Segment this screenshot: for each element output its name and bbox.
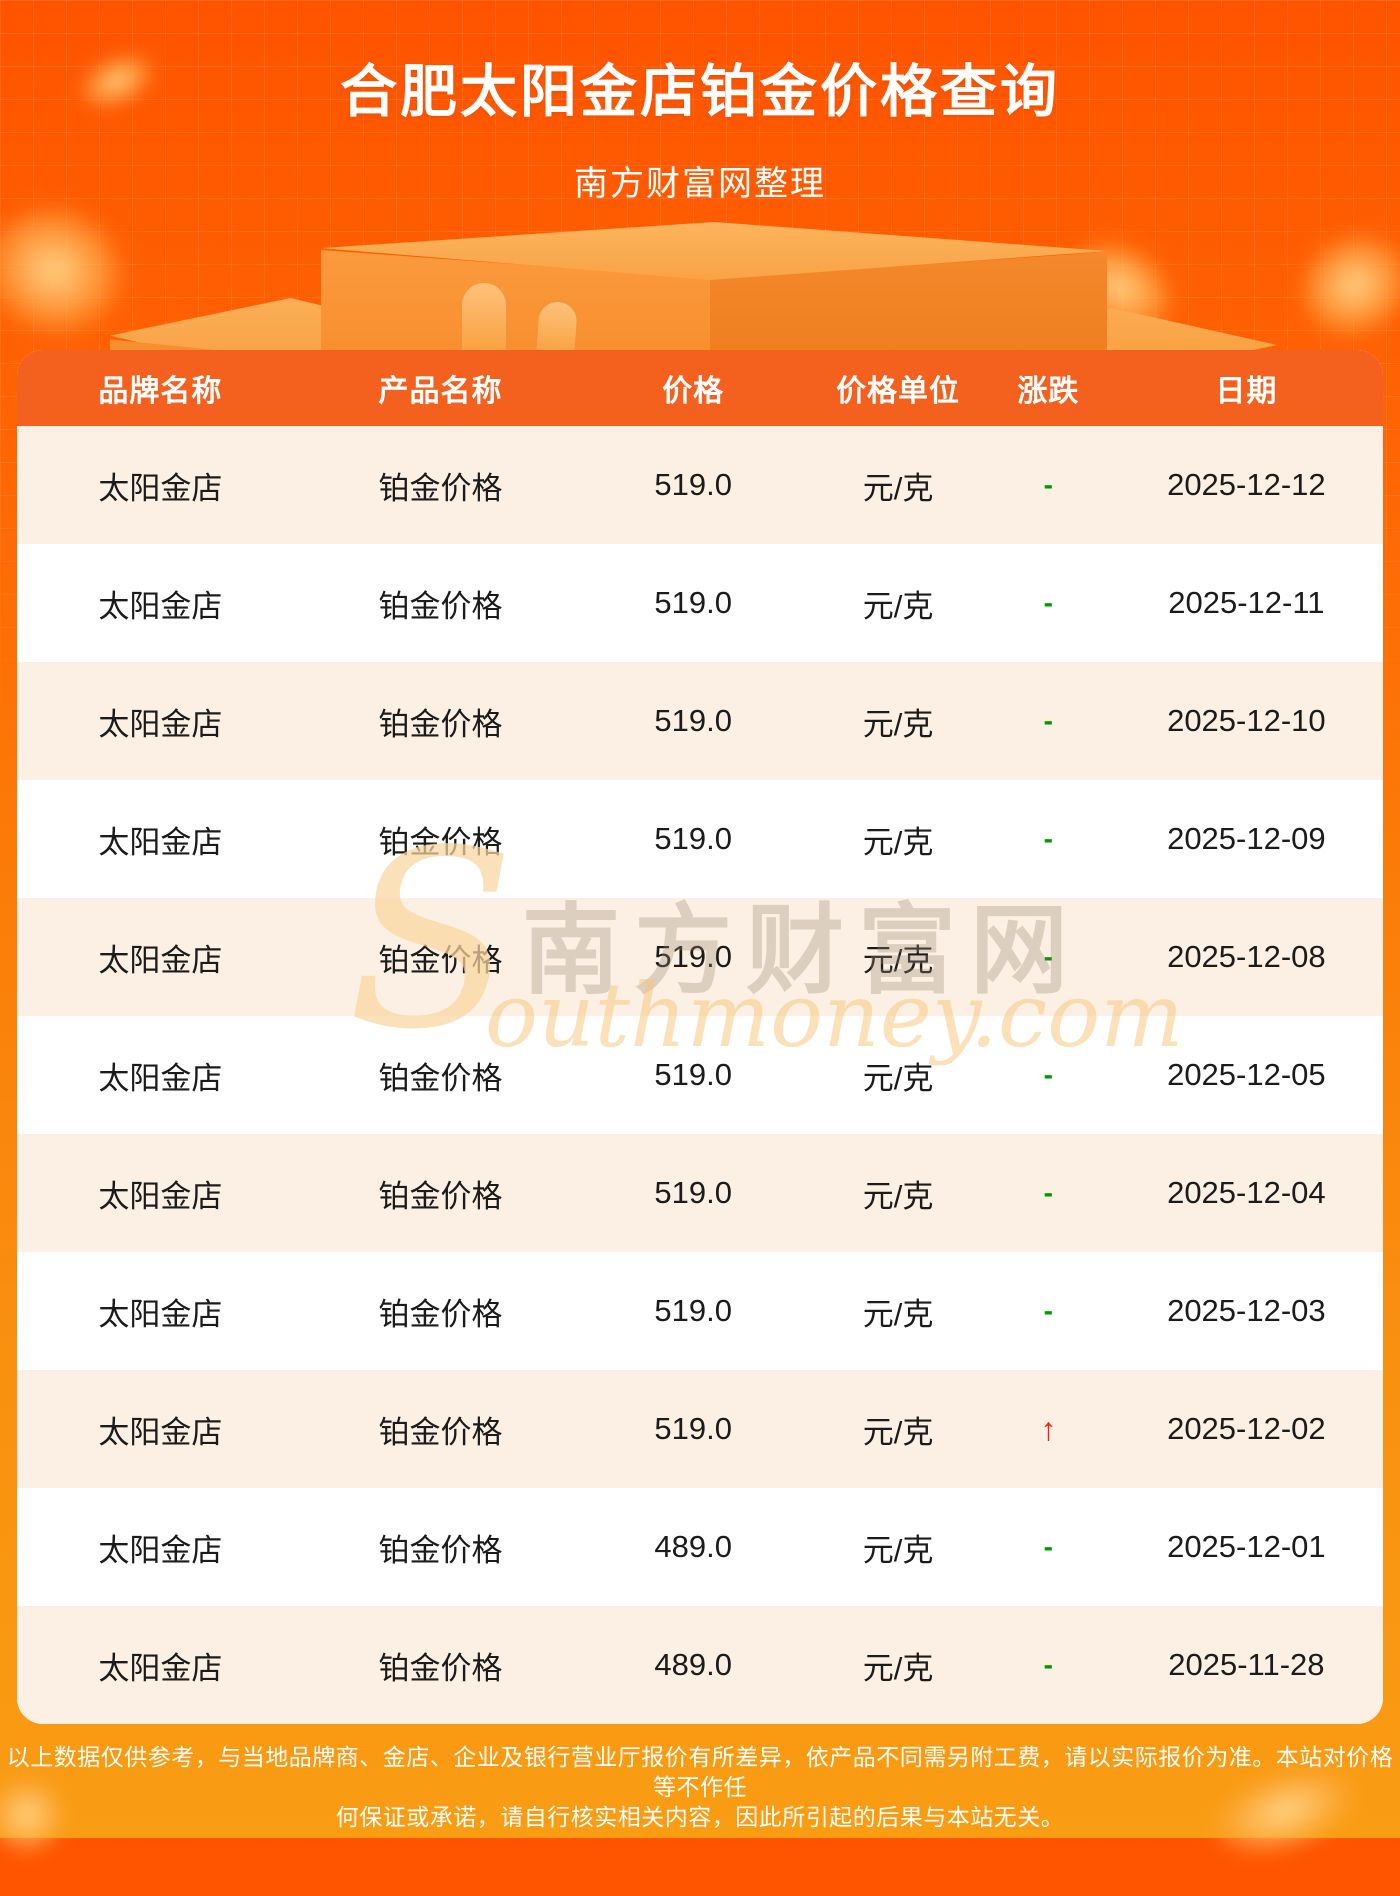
cell-unit: 元/克 [862, 1650, 934, 1686]
disclaimer-line-2: 何保证或承诺，请自行核实相关内容，因此所引起的后果与本站无关。 [335, 1804, 1065, 1830]
cell-brand: 太阳金店 [98, 706, 223, 742]
cell-product: 铂金价格 [378, 706, 503, 742]
table-row: 太阳金店 铂金价格 519.0 元/克 - 2025-12-05 [17, 1016, 1383, 1134]
cell-price: 519.0 [654, 585, 732, 620]
cell-price: 519.0 [654, 1057, 732, 1092]
cell-brand: 太阳金店 [98, 1650, 223, 1686]
change-indicator: - [1043, 1649, 1053, 1680]
cell-price: 489.0 [654, 1529, 732, 1564]
table-row: 太阳金店 铂金价格 519.0 元/克 - 2025-12-10 [17, 662, 1383, 780]
cell-unit: 元/克 [862, 588, 934, 624]
table-row: 太阳金店 铂金价格 519.0 元/克 - 2025-12-04 [17, 1134, 1383, 1252]
cell-product: 铂金价格 [378, 1178, 503, 1214]
cell-date: 2025-12-02 [1167, 1411, 1326, 1446]
cell-product: 铂金价格 [378, 588, 503, 624]
podium-arch-decoration [462, 283, 506, 353]
column-header-price: 价格 [662, 375, 725, 408]
disclaimer: 以上数据仅供参考，与当地品牌商、金店、企业及银行营业厅报价有所差异，依产品不同需… [0, 1742, 1400, 1832]
column-header-unit: 价格单位 [836, 375, 961, 408]
change-indicator: - [1043, 705, 1053, 736]
change-indicator: - [1043, 587, 1053, 618]
table-row: 太阳金店 铂金价格 519.0 元/克 - 2025-12-03 [17, 1252, 1383, 1370]
cell-price: 519.0 [654, 467, 732, 502]
change-indicator: - [1043, 1295, 1053, 1326]
change-indicator: ↑ [1040, 1410, 1057, 1447]
cell-date: 2025-12-09 [1167, 821, 1326, 856]
cell-price: 519.0 [654, 939, 732, 974]
cell-product: 铂金价格 [378, 1060, 503, 1096]
cell-unit: 元/克 [862, 824, 934, 860]
table-row: 太阳金店 铂金价格 519.0 元/克 ↑ 2025-12-02 [17, 1370, 1383, 1488]
table-row: 太阳金店 铂金价格 519.0 元/克 - 2025-12-09 [17, 780, 1383, 898]
cell-unit: 元/克 [862, 706, 934, 742]
cell-unit: 元/克 [862, 1296, 934, 1332]
cell-date: 2025-12-11 [1168, 585, 1325, 620]
column-header-brand: 品牌名称 [98, 375, 223, 408]
table-header-row: 品牌名称 产品名称 价格 价格单位 涨跌 日期 [17, 350, 1383, 426]
page-title: 合肥太阳金店铂金价格查询 [340, 60, 1060, 124]
change-indicator: - [1043, 1059, 1053, 1090]
cell-product: 铂金价格 [378, 1650, 503, 1686]
change-indicator: - [1043, 941, 1053, 972]
cell-date: 2025-12-04 [1167, 1175, 1326, 1210]
cell-price: 519.0 [654, 1175, 732, 1210]
cell-price: 519.0 [654, 1411, 732, 1446]
table-row: 太阳金店 铂金价格 489.0 元/克 - 2025-12-01 [17, 1488, 1383, 1606]
cell-unit: 元/克 [862, 1532, 934, 1568]
price-table: 品牌名称 产品名称 价格 价格单位 涨跌 日期 太阳金店 铂金价格 519.0 元/克… [17, 350, 1383, 1724]
cell-price: 519.0 [654, 1293, 732, 1328]
cell-date: 2025-11-28 [1168, 1647, 1325, 1682]
page-subtitle: 南方财富网整理 [574, 165, 826, 203]
cell-price: 519.0 [654, 821, 732, 856]
cell-brand: 太阳金店 [98, 942, 223, 978]
cell-price: 489.0 [654, 1647, 732, 1682]
cell-product: 铂金价格 [378, 1414, 503, 1450]
cell-brand: 太阳金店 [98, 470, 223, 506]
change-indicator: - [1043, 823, 1053, 854]
cell-product: 铂金价格 [378, 1296, 503, 1332]
cell-brand: 太阳金店 [98, 588, 223, 624]
cell-date: 2025-12-08 [1167, 939, 1326, 974]
table-row: 太阳金店 铂金价格 519.0 元/克 - 2025-12-11 [17, 544, 1383, 662]
column-header-date: 日期 [1215, 375, 1278, 408]
cell-unit: 元/克 [862, 470, 934, 506]
cell-brand: 太阳金店 [98, 1414, 223, 1450]
cell-brand: 太阳金店 [98, 1178, 223, 1214]
change-indicator: - [1043, 1531, 1053, 1562]
disclaimer-line-1: 以上数据仅供参考，与当地品牌商、金店、企业及银行营业厅报价有所差异，依产品不同需… [6, 1744, 1394, 1800]
cell-product: 铂金价格 [378, 824, 503, 860]
cell-brand: 太阳金店 [98, 824, 223, 860]
column-header-change: 涨跌 [1017, 375, 1080, 408]
change-indicator: - [1043, 469, 1053, 500]
cell-date: 2025-12-01 [1167, 1529, 1326, 1564]
table-body: 太阳金店 铂金价格 519.0 元/克 -2025-12-12 太阳金店 铂金价格 519.0… [17, 426, 1383, 1724]
table-row: 太阳金店 铂金价格 519.0 元/克 - 2025-12-12 [17, 426, 1383, 544]
cell-unit: 元/克 [862, 942, 934, 978]
table-row: 太阳金店 铂金价格 519.0 元/克 - 2025-12-08 [17, 898, 1383, 1016]
cell-price: 519.0 [654, 703, 732, 738]
cell-product: 铂金价格 [378, 1532, 503, 1568]
cell-unit: 元/克 [862, 1060, 934, 1096]
cell-brand: 太阳金店 [98, 1532, 223, 1568]
cell-unit: 元/克 [862, 1178, 934, 1214]
cell-product: 铂金价格 [378, 470, 503, 506]
cell-brand: 太阳金店 [98, 1296, 223, 1332]
cell-date: 2025-12-10 [1167, 703, 1326, 738]
column-header-product: 产品名称 [378, 375, 503, 408]
change-indicator: - [1043, 1177, 1053, 1208]
cell-date: 2025-12-12 [1167, 467, 1326, 502]
cell-unit: 元/克 [862, 1414, 934, 1450]
cell-date: 2025-12-05 [1167, 1057, 1326, 1092]
table-row: 太阳金店 铂金价格 489.0 元/克 - 2025-11-28 [17, 1606, 1383, 1724]
cell-product: 铂金价格 [378, 942, 503, 978]
cell-brand: 太阳金店 [98, 1060, 223, 1096]
cell-date: 2025-12-03 [1167, 1293, 1326, 1328]
